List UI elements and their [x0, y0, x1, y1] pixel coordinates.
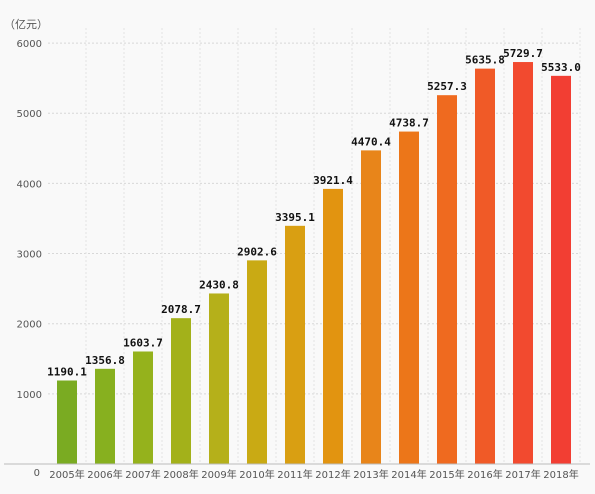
y-tick-label: 1000: [17, 390, 42, 401]
bar-value-label: 4470.4: [351, 135, 391, 148]
x-tick-label: 2009年: [201, 468, 236, 481]
bar: [247, 260, 267, 464]
bar-value-label: 2430.8: [199, 278, 239, 291]
x-tick-label: 2012年: [315, 468, 350, 481]
x-tick-label: 2008年: [163, 468, 198, 481]
y-tick-label: 4000: [17, 179, 42, 190]
bar: [513, 62, 533, 464]
y-tick-label: 5000: [17, 109, 42, 120]
bar: [171, 318, 191, 464]
y-axis-unit-label: （亿元）: [4, 18, 48, 31]
bar: [323, 188, 343, 464]
x-tick-label: 2007年: [125, 468, 160, 481]
bar-value-label: 5729.7: [503, 47, 543, 60]
bar: [95, 368, 115, 464]
bar: [285, 225, 305, 464]
x-tick-label: 2010年: [239, 468, 274, 481]
x-tick-label: 2011年: [277, 468, 312, 481]
x-tick-label: 2016年: [467, 468, 502, 481]
y-axis-ticks: 0 1000 2000 3000 4000 5000 6000: [17, 39, 42, 479]
bar: [133, 351, 153, 464]
bar: [551, 75, 571, 464]
bar-value-label: 1356.8: [85, 354, 125, 367]
bar: [57, 380, 77, 464]
bar: [475, 68, 495, 464]
x-tick-label: 2006年: [87, 468, 122, 481]
bar-value-label: 2078.7: [161, 303, 201, 316]
gridlines: [48, 28, 581, 464]
bar: [437, 95, 457, 465]
bar-value-label: 5533.0: [541, 61, 581, 74]
bar-value-label: 5635.8: [465, 54, 505, 67]
bar-value-label: 3921.4: [313, 174, 353, 187]
x-tick-label: 2015年: [429, 468, 464, 481]
y-tick-label: 6000: [17, 39, 42, 50]
x-axis-ticks: 2005年 2006年 2007年 2008年 2009年 2010年 2011年 2012年…: [49, 468, 578, 481]
bar-value-label: 4738.7: [389, 117, 429, 130]
y-tick-label: 2000: [17, 320, 42, 331]
bar-value-label: 1190.1: [47, 366, 87, 379]
bar-value-label: 5257.3: [427, 80, 467, 93]
y-tick-label: 0: [34, 468, 40, 479]
x-tick-label: 2014年: [391, 468, 426, 481]
bar: [361, 150, 381, 464]
bar-value-label: 3395.1: [275, 211, 315, 224]
bar-value-label: 1603.7: [123, 336, 163, 349]
x-tick-label: 2018年: [543, 468, 578, 481]
bars: [57, 62, 571, 465]
x-tick-label: 2017年: [505, 468, 540, 481]
bar: [209, 293, 229, 464]
x-tick-label: 2013年: [353, 468, 388, 481]
x-tick-label: 2005年: [49, 468, 84, 481]
y-tick-label: 3000: [17, 250, 42, 261]
bar: [399, 131, 419, 465]
bar-value-label: 2902.6: [237, 245, 277, 258]
